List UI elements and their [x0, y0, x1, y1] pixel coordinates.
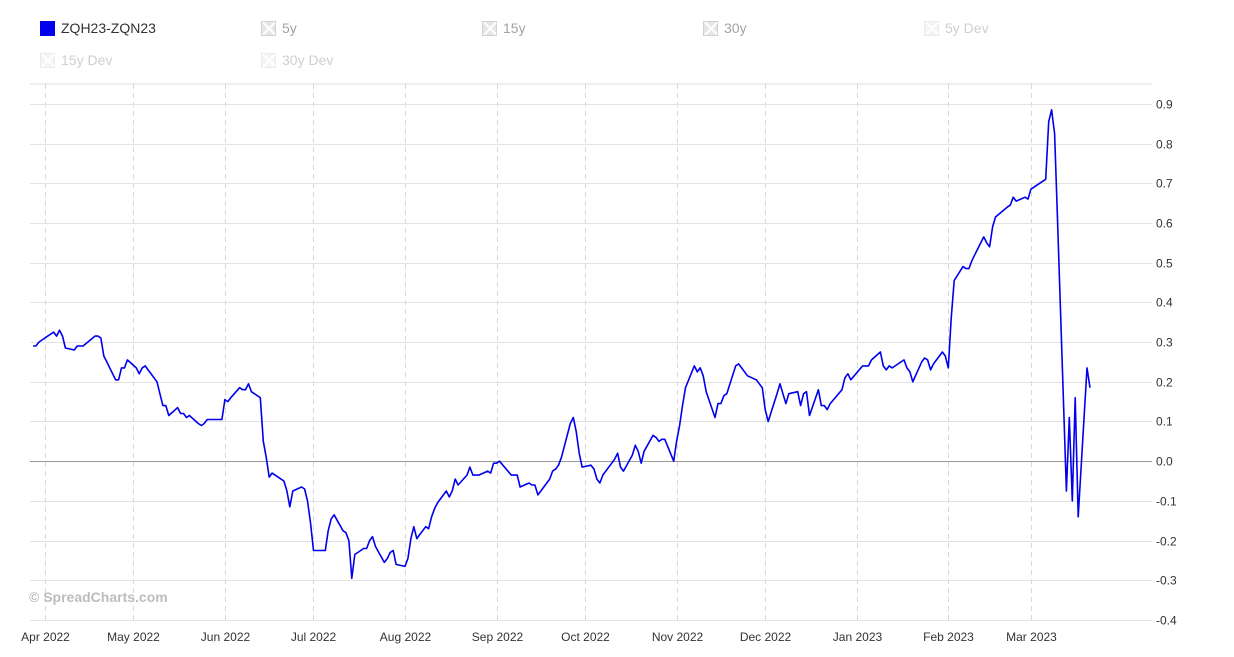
x-tick-label: Apr 2022 [21, 630, 70, 644]
legend-disabled-icon [261, 20, 276, 36]
y-tick-label: -0.2 [1156, 535, 1177, 549]
y-tick-label: 0.3 [1156, 336, 1173, 350]
y-tick-label: 0.7 [1156, 177, 1173, 191]
vertical-gridlines [45, 84, 1032, 620]
legend-item-15y[interactable]: 15y [482, 20, 526, 36]
legend-disabled-icon [482, 20, 497, 36]
legend-disabled-icon [924, 20, 939, 36]
legend-label: 5y [282, 20, 297, 36]
y-tick-label: -0.1 [1156, 495, 1177, 509]
x-axis-tick-labels: Apr 2022 May 2022 Jun 2022 Jul 2022 Aug 2022… [21, 630, 1057, 644]
legend-item-zqh23-zqn23[interactable]: ZQH23-ZQN23 [40, 20, 156, 36]
y-tick-label: 0.8 [1156, 138, 1173, 152]
legend-item-15y-dev[interactable]: 15y Dev [40, 52, 112, 68]
legend-disabled-icon [703, 20, 718, 36]
y-tick-label: 0.4 [1156, 296, 1173, 310]
x-tick-label: May 2022 [107, 630, 160, 644]
legend-item-5y-dev[interactable]: 5y Dev [924, 20, 989, 36]
y-axis-tick-labels: 0.9 0.8 0.7 0.6 0.5 0.4 0.3 0.2 0.1 0.0 -0.1 -0.2 -0… [1156, 98, 1177, 628]
y-tick-label: 0.5 [1156, 257, 1173, 271]
legend-label: 30y Dev [282, 52, 334, 68]
x-tick-label: Jun 2022 [201, 630, 251, 644]
y-tick-label: 0.0 [1156, 455, 1173, 469]
horizontal-gridlines [30, 83, 1152, 621]
legend-disabled-icon [261, 52, 276, 68]
legend-item-30y[interactable]: 30y [703, 20, 747, 36]
watermark-text: © SpreadCharts.com [29, 589, 168, 605]
x-tick-label: Aug 2022 [380, 630, 432, 644]
series-group [33, 109, 1091, 580]
x-tick-label: Jul 2022 [291, 630, 337, 644]
legend-item-30y-dev[interactable]: 30y Dev [261, 52, 333, 68]
y-tick-label: 0.9 [1156, 98, 1173, 112]
legend-color-swatch [40, 20, 55, 36]
chart-legend: ZQH23-ZQN23 5y 15y 30y 5y Dev 15y Dev 30y Dev [40, 20, 1190, 76]
legend-disabled-icon [40, 52, 55, 68]
x-tick-label: Dec 2022 [740, 630, 792, 644]
y-tick-label: 0.6 [1156, 217, 1173, 231]
x-tick-label: Oct 2022 [561, 630, 610, 644]
x-tick-label: Sep 2022 [472, 630, 524, 644]
x-tick-label: Jan 2023 [833, 630, 883, 644]
legend-label: 5y Dev [945, 20, 989, 36]
series-line-zqh23-zqn23 [33, 109, 1091, 580]
legend-label: 30y [724, 20, 747, 36]
x-tick-label: Mar 2023 [1006, 630, 1057, 644]
x-tick-label: Feb 2023 [923, 630, 974, 644]
legend-label: ZQH23-ZQN23 [61, 20, 156, 36]
y-tick-label: 0.2 [1156, 376, 1173, 390]
y-tick-label: -0.3 [1156, 574, 1177, 588]
legend-item-5y[interactable]: 5y [261, 20, 297, 36]
legend-label: 15y Dev [61, 52, 113, 68]
x-tick-label: Nov 2022 [652, 630, 704, 644]
legend-label: 15y [503, 20, 526, 36]
y-tick-label: 0.1 [1156, 415, 1173, 429]
y-tick-label: -0.4 [1156, 614, 1177, 628]
